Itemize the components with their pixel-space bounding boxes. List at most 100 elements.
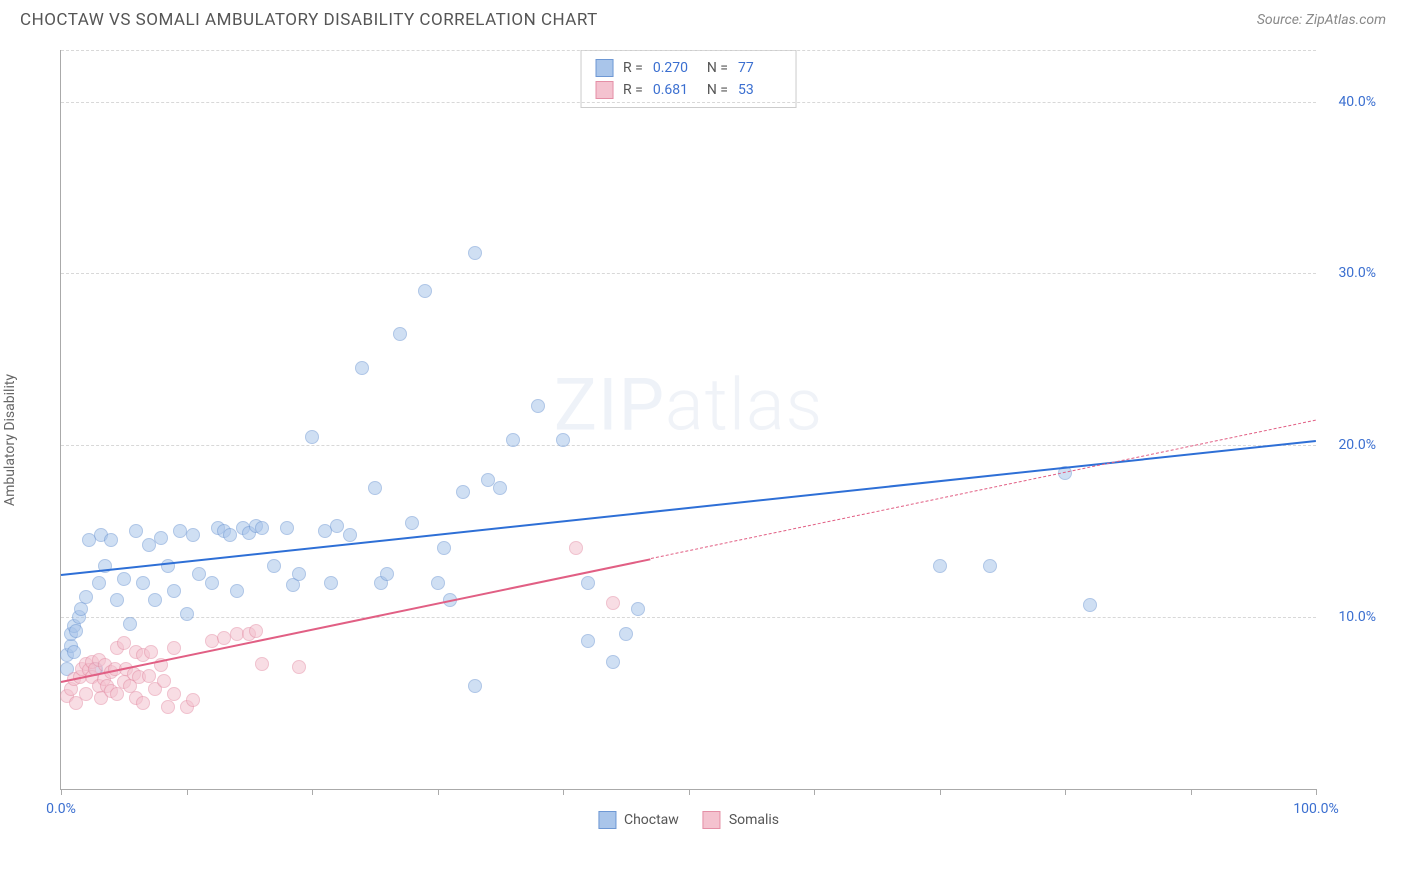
scatter-point	[186, 528, 200, 542]
scatter-point	[123, 617, 137, 631]
scatter-point	[142, 669, 156, 683]
legend-swatch	[703, 811, 721, 829]
stats-n-label: N =	[707, 60, 728, 76]
stats-row: R = 0.270 N = 77	[595, 57, 782, 79]
scatter-point	[292, 660, 306, 674]
x-tick-mark	[940, 789, 941, 795]
watermark-bold: ZIP	[554, 362, 665, 447]
scatter-point	[186, 693, 200, 707]
scatter-point	[431, 576, 445, 590]
trendline-extension	[651, 419, 1316, 558]
scatter-point	[167, 687, 181, 701]
scatter-point	[69, 624, 83, 638]
scatter-point	[167, 584, 181, 598]
stats-n-value: 77	[738, 60, 782, 76]
scatter-point	[933, 559, 947, 573]
stats-box: R =0.270N =77R =0.681N =53	[580, 50, 797, 108]
chart-container: Ambulatory Disability ZIPatlas R =0.270N…	[30, 40, 1386, 840]
scatter-point	[104, 533, 118, 547]
y-tick-label: 40.0%	[1338, 94, 1376, 110]
watermark: ZIPatlas	[554, 362, 823, 447]
scatter-point	[368, 481, 382, 495]
scatter-point	[110, 593, 124, 607]
scatter-point	[493, 481, 507, 495]
stats-row: R =0.681N =53	[595, 79, 782, 101]
scatter-point	[205, 576, 219, 590]
gridline	[61, 273, 1316, 274]
x-tick-mark	[814, 789, 815, 795]
trendline	[61, 440, 1316, 576]
stats-n-label: N =	[707, 82, 728, 98]
scatter-point	[380, 567, 394, 581]
scatter-point	[161, 700, 175, 714]
scatter-point	[167, 641, 181, 655]
gridline	[61, 102, 1316, 103]
x-tick-mark	[1191, 789, 1192, 795]
x-tick-mark	[1065, 789, 1066, 795]
chart-title: CHOCTAW VS SOMALI AMBULATORY DISABILITY …	[20, 10, 598, 30]
x-tick-label: 100.0%	[1293, 801, 1338, 817]
trendline	[61, 558, 651, 683]
scatter-point	[330, 519, 344, 533]
scatter-point	[180, 607, 194, 621]
legend-item: Somalis	[703, 811, 779, 829]
source-attribution: Source: ZipAtlas.com	[1257, 12, 1386, 28]
y-tick-label: 20.0%	[1338, 437, 1376, 453]
watermark-thin: atlas	[665, 362, 823, 447]
gridline	[61, 617, 1316, 618]
scatter-point	[355, 361, 369, 375]
x-tick-mark	[563, 789, 564, 795]
legend-label: Choctaw	[624, 812, 679, 828]
stats-r-label: R =	[623, 60, 643, 76]
scatter-point	[110, 687, 124, 701]
scatter-point	[437, 541, 451, 555]
scatter-point	[1083, 598, 1097, 612]
x-tick-mark	[438, 789, 439, 795]
x-tick-mark	[187, 789, 188, 795]
x-tick-mark	[689, 789, 690, 795]
scatter-point	[192, 567, 206, 581]
x-tick-label: 0.0%	[46, 801, 76, 817]
scatter-point	[531, 399, 545, 413]
scatter-point	[569, 541, 583, 555]
scatter-point	[418, 284, 432, 298]
legend-swatch	[598, 811, 616, 829]
scatter-point	[280, 521, 294, 535]
scatter-point	[157, 674, 171, 688]
scatter-point	[144, 645, 158, 659]
scatter-point	[79, 590, 93, 604]
title-bar: CHOCTAW VS SOMALI AMBULATORY DISABILITY …	[0, 0, 1406, 40]
y-tick-label: 30.0%	[1338, 265, 1376, 281]
scatter-point	[255, 657, 269, 671]
scatter-point	[136, 696, 150, 710]
stats-swatch	[595, 59, 613, 77]
scatter-point	[148, 593, 162, 607]
scatter-point	[92, 576, 106, 590]
legend-label: Somalis	[729, 812, 779, 828]
legend-bottom: Choctaw Somalis	[598, 811, 779, 829]
scatter-point	[129, 524, 143, 538]
scatter-point	[983, 559, 997, 573]
stats-r-value: 0.681	[653, 82, 697, 98]
y-tick-label: 10.0%	[1338, 609, 1376, 625]
scatter-point	[255, 521, 269, 535]
scatter-point	[292, 567, 306, 581]
stats-r-value: 0.270	[653, 60, 697, 76]
scatter-point	[606, 655, 620, 669]
gridline	[61, 50, 1316, 51]
stats-swatch	[595, 81, 613, 99]
scatter-point	[67, 645, 81, 659]
scatter-point	[468, 246, 482, 260]
scatter-point	[267, 559, 281, 573]
scatter-point	[343, 528, 357, 542]
scatter-point	[324, 576, 338, 590]
x-tick-mark	[61, 789, 62, 795]
y-axis-label: Ambulatory Disability	[2, 374, 18, 506]
scatter-point	[619, 627, 633, 641]
scatter-point	[506, 433, 520, 447]
scatter-point	[74, 602, 88, 616]
scatter-point	[136, 576, 150, 590]
scatter-point	[581, 576, 595, 590]
scatter-point	[405, 516, 419, 530]
scatter-point	[305, 430, 319, 444]
